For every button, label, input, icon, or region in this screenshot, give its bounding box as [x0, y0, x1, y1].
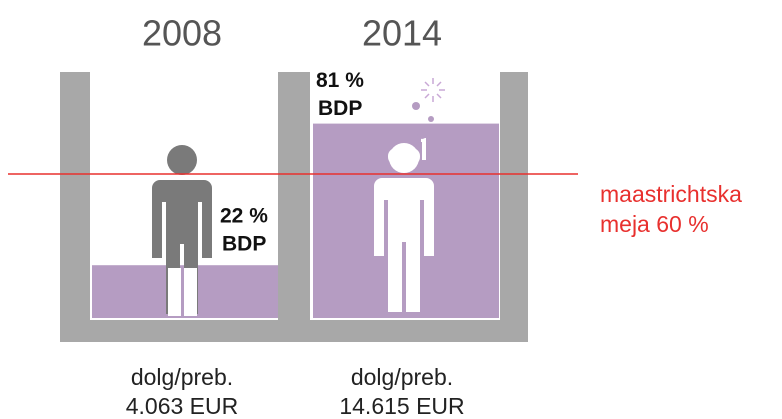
diver — [374, 138, 434, 312]
threshold-label: meja 60 % — [600, 211, 709, 237]
person-legs — [168, 268, 197, 316]
per-capita-label: dolg/preb. — [351, 364, 453, 390]
year-label: 2014 — [362, 13, 442, 54]
per-capita-label: dolg/preb. — [131, 364, 233, 390]
value-sublabel: BDP — [318, 97, 362, 120]
sparkle — [421, 78, 445, 102]
threshold-label: maastrichtska — [600, 181, 742, 207]
bubbles — [412, 102, 434, 139]
value-sublabel: BDP — [222, 233, 266, 256]
year-label: 2008 — [142, 13, 222, 54]
per-capita-value: 14.615 EUR — [339, 393, 464, 419]
value-label: 81 % — [316, 69, 364, 92]
per-capita-value: 4.063 EUR — [126, 393, 239, 419]
value-label: 22 % — [220, 205, 268, 228]
